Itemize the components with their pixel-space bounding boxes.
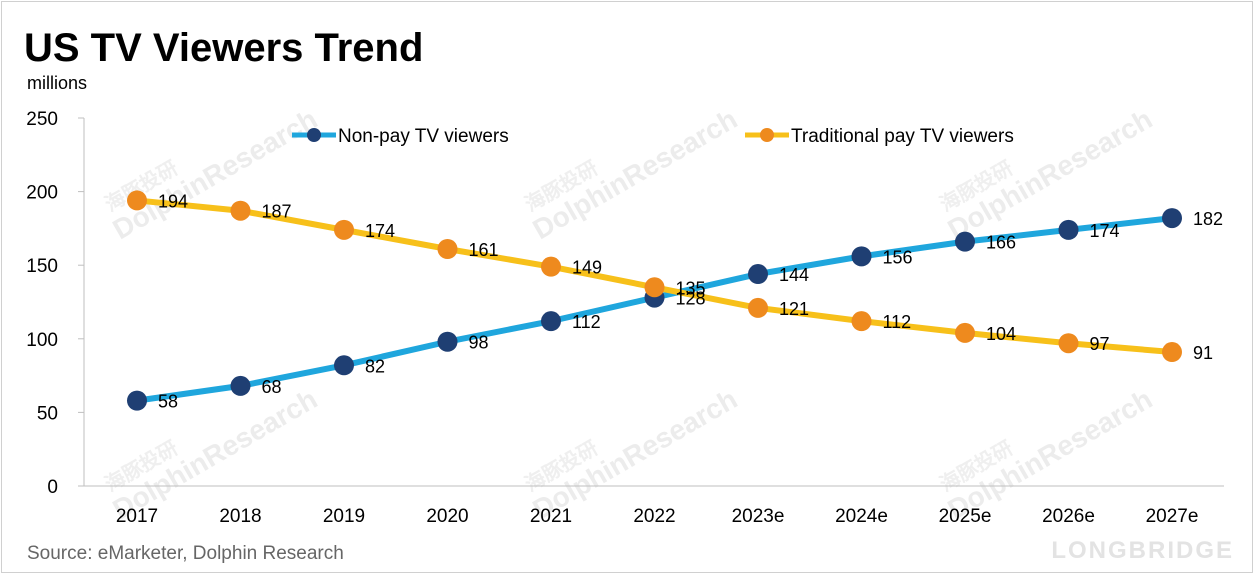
x-tick-label: 2027e	[1146, 506, 1199, 527]
data-point	[1058, 219, 1079, 240]
data-point	[334, 355, 354, 376]
y-tick-label: 0	[47, 477, 58, 498]
data-point	[644, 277, 665, 298]
data-point	[851, 246, 872, 267]
series-line	[134, 197, 1175, 356]
data-point	[748, 264, 768, 285]
x-tick-label: 2018	[219, 506, 261, 527]
data-label: 98	[469, 333, 489, 353]
y-tick-label: 100	[26, 330, 58, 351]
data-point	[541, 256, 561, 277]
data-point	[1058, 333, 1079, 354]
legend-label: Traditional pay TV viewers	[791, 126, 1014, 147]
y-tick-label: 200	[26, 183, 58, 204]
data-label: 97	[1090, 334, 1110, 354]
data-point	[851, 311, 872, 332]
y-tick-label: 250	[26, 109, 58, 130]
data-point	[541, 311, 561, 332]
x-tick-label: 2020	[426, 506, 468, 527]
series-group	[127, 190, 1182, 411]
y-tick-label: 150	[26, 256, 58, 277]
data-point	[955, 322, 975, 343]
x-tick-label: 2026e	[1042, 506, 1095, 527]
legend-swatch-marker	[307, 128, 321, 142]
data-label: 144	[779, 265, 809, 285]
data-point	[127, 390, 147, 411]
data-label: 82	[365, 356, 385, 376]
data-point	[748, 297, 768, 318]
data-label: 174	[365, 221, 395, 241]
brand-watermark: LONGBRIDGE	[1051, 537, 1234, 564]
data-point	[230, 200, 251, 221]
series-line	[134, 215, 1175, 404]
data-label: 166	[986, 233, 1016, 253]
data-label: 156	[883, 247, 913, 267]
data-point	[334, 219, 354, 240]
data-point	[955, 231, 975, 252]
data-labels: 58 68 82 98 112 128 144 156 166 174 182 194 187 174 16…	[158, 191, 1223, 411]
y-axis-unit-label: millions	[27, 73, 88, 93]
data-point	[1162, 208, 1182, 229]
data-label: 128	[676, 289, 706, 309]
x-tick-label: 2019	[323, 506, 365, 527]
data-label: 104	[986, 324, 1016, 344]
data-point	[437, 331, 458, 352]
legend-label: Non-pay TV viewers	[338, 126, 509, 147]
x-tick-label: 2024e	[835, 506, 888, 527]
legend-swatch-marker	[760, 128, 774, 142]
data-label: 174	[1090, 221, 1120, 241]
source-note: Source: eMarketer, Dolphin Research	[27, 543, 344, 564]
data-point	[127, 190, 147, 211]
chart-title: US TV Viewers Trend	[24, 26, 424, 70]
data-point	[1162, 342, 1182, 363]
data-label: 121	[779, 299, 809, 319]
data-label: 187	[262, 202, 292, 222]
x-tick-label: 2023e	[732, 506, 785, 527]
data-label: 58	[158, 392, 178, 412]
y-tick-label: 50	[37, 403, 58, 424]
data-label: 68	[262, 377, 282, 397]
x-tick-label: 2017	[116, 506, 158, 527]
data-label: 112	[883, 312, 912, 332]
data-label: 112	[572, 312, 601, 332]
x-tick-label: 2021	[530, 506, 572, 527]
data-label: 182	[1193, 209, 1223, 229]
axes: 0 50 100 150 200 250 2017 2018 2019 2020 2021 2022 2…	[26, 109, 1224, 527]
data-label: 149	[572, 258, 602, 278]
data-label: 91	[1193, 343, 1213, 363]
data-label: 161	[469, 240, 499, 260]
data-label: 194	[158, 191, 188, 211]
data-point	[437, 239, 458, 260]
legend: Non-pay TV viewers Traditional pay TV vie…	[292, 126, 1014, 147]
data-point	[230, 375, 251, 396]
x-tick-label: 2025e	[939, 506, 992, 527]
x-tick-label: 2022	[633, 506, 675, 527]
data-label: 135	[676, 278, 706, 298]
